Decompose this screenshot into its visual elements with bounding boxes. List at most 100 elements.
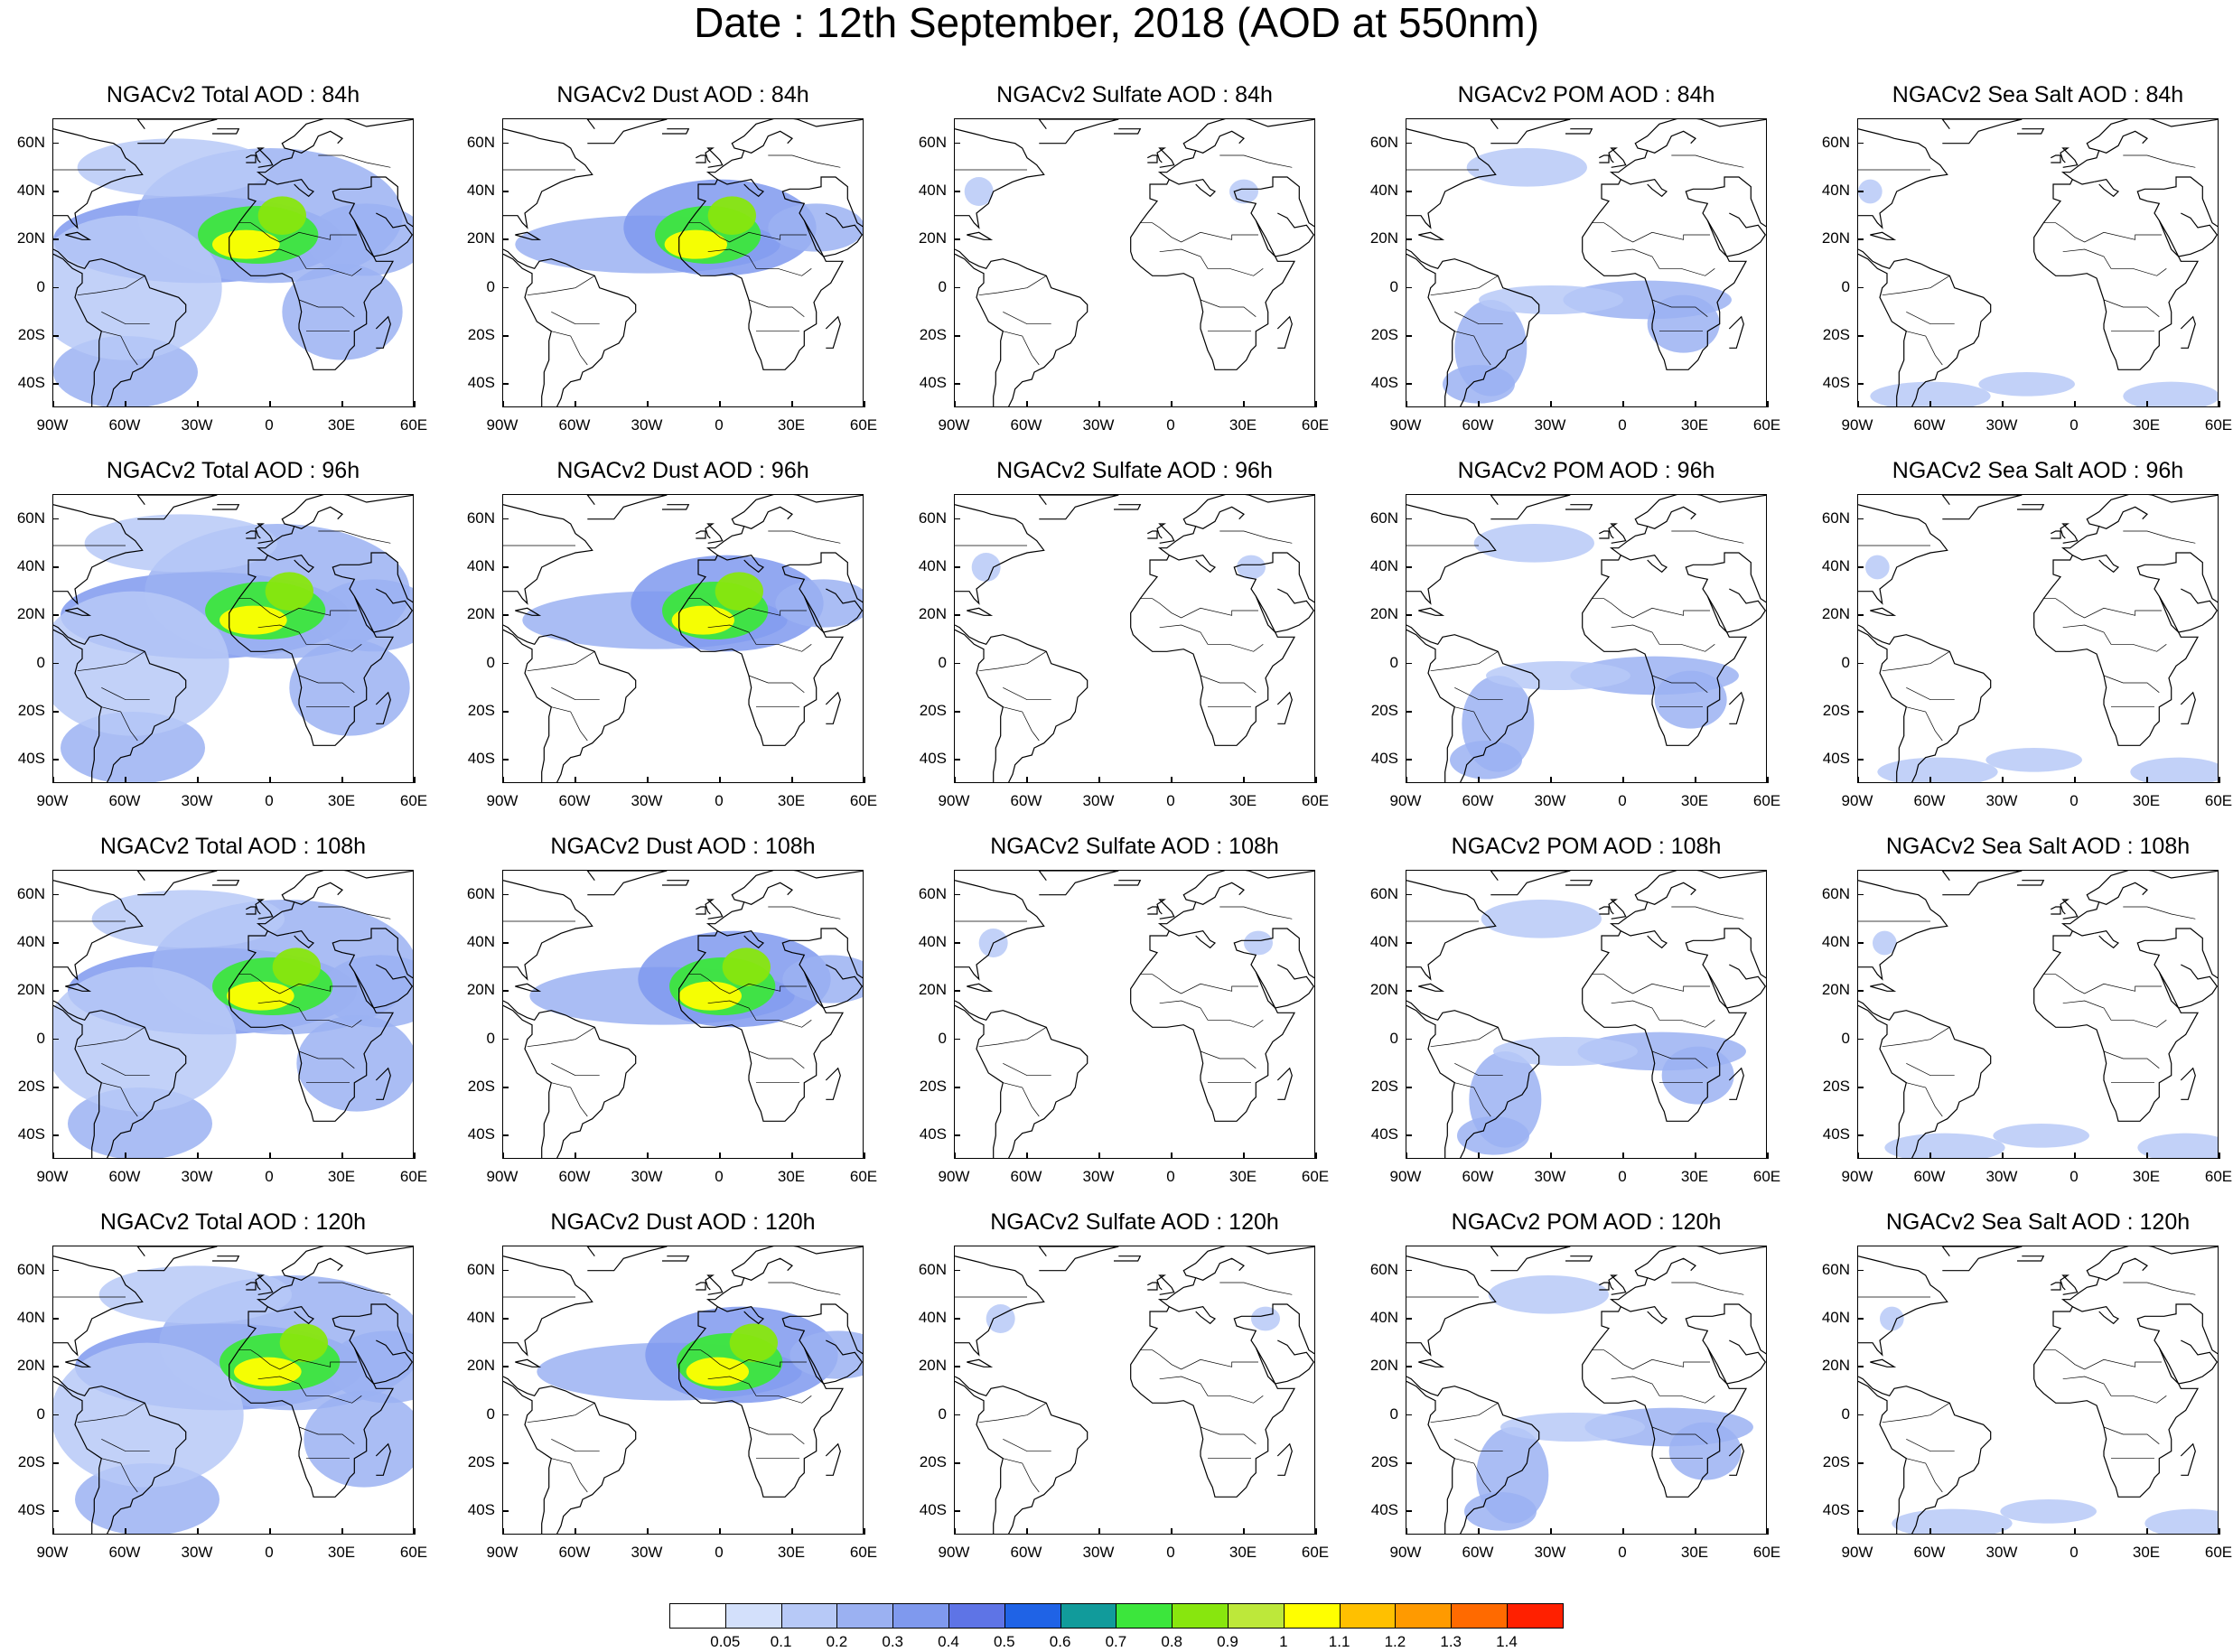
country-border xyxy=(1200,675,1257,693)
country-border xyxy=(527,275,595,296)
lon-tick xyxy=(1243,1528,1245,1535)
lat-tick xyxy=(1406,942,1412,944)
lon-tick xyxy=(791,401,793,407)
lon-tick xyxy=(125,1528,126,1535)
coastline xyxy=(1642,1306,1668,1325)
lat-tick-label: 40S xyxy=(467,374,495,392)
coastline xyxy=(294,506,343,529)
colorbar-swatch xyxy=(669,1603,726,1629)
lat-tick-label: 20N xyxy=(918,605,947,623)
lon-tick xyxy=(1026,401,1028,407)
lon-tick xyxy=(647,1153,649,1159)
lat-tick-label: 0 xyxy=(938,653,947,671)
lon-tick xyxy=(1929,777,1931,783)
lon-tick xyxy=(2074,777,2076,783)
colorbar-label: 0.3 xyxy=(882,1633,903,1650)
aod-field xyxy=(1877,757,1998,782)
lat-tick xyxy=(1406,566,1412,568)
coastline xyxy=(678,495,863,746)
lat-tick xyxy=(1857,566,1864,568)
coastline xyxy=(375,315,391,349)
lat-tick-label: 0 xyxy=(36,653,45,671)
coastline xyxy=(825,691,841,724)
coastline xyxy=(955,880,1045,981)
lat-tick-label: 40S xyxy=(919,1125,947,1143)
lat-tick xyxy=(1406,990,1412,992)
coastline xyxy=(2094,555,2120,574)
lat-tick xyxy=(502,238,509,240)
lon-tick-label: 30W xyxy=(631,416,663,434)
coastline xyxy=(53,504,144,605)
coastline xyxy=(1490,495,1571,520)
aod-field xyxy=(84,514,278,573)
lat-tick xyxy=(1857,662,1864,665)
aod-field xyxy=(707,196,756,235)
country-border xyxy=(551,1458,588,1493)
coastline xyxy=(1130,871,1314,1122)
coastline xyxy=(503,624,637,782)
panel-title: NGACv2 Sulfate AOD : 84h xyxy=(996,82,1273,107)
lon-tick-label: 60W xyxy=(1010,1168,1042,1185)
coastline xyxy=(955,1376,1088,1534)
lon-tick-label: 30E xyxy=(1229,792,1257,809)
lon-tick-label: 30E xyxy=(2132,416,2161,434)
lat-tick-label: 20N xyxy=(1821,229,1850,247)
lon-tick-label: 90W xyxy=(486,1544,519,1561)
lon-tick-label: 90W xyxy=(36,416,69,434)
coastline xyxy=(2158,964,2218,1009)
lat-tick-label: 20N xyxy=(16,981,45,999)
aod-map xyxy=(503,119,863,406)
lat-tick xyxy=(1857,711,1864,713)
lon-tick xyxy=(341,777,343,783)
coastline xyxy=(1195,1257,1245,1281)
aod-field xyxy=(279,1323,328,1362)
country-border xyxy=(2033,1349,2162,1370)
lon-tick-label: 60E xyxy=(399,792,428,809)
coastline xyxy=(515,231,542,240)
country-border xyxy=(1671,154,1744,168)
coastline xyxy=(1621,555,1643,561)
lat-tick xyxy=(1857,1038,1864,1041)
coastline xyxy=(2098,506,2148,529)
country-border xyxy=(1454,1062,1503,1077)
coastline xyxy=(1621,179,1643,185)
lat-tick xyxy=(52,383,59,385)
lon-tick xyxy=(1315,1153,1317,1159)
coastline xyxy=(65,1358,92,1367)
coastline xyxy=(1582,495,1766,746)
aod-field xyxy=(1892,1508,2013,1534)
coastline xyxy=(353,588,413,633)
lat-tick-label: 20N xyxy=(466,981,495,999)
colorbar-swatch xyxy=(1395,1603,1453,1629)
coastline xyxy=(1870,1358,1897,1367)
coastline xyxy=(1858,880,1948,981)
lon-tick xyxy=(1406,777,1407,783)
coastline xyxy=(136,871,218,896)
country-border xyxy=(77,1027,145,1048)
coastline xyxy=(1858,1376,1992,1534)
panel-title: NGACv2 Total AOD : 108h xyxy=(99,834,367,859)
aod-map xyxy=(1406,1246,1766,1534)
lon-tick-label: 0 xyxy=(1618,1544,1627,1561)
lon-tick-label: 60W xyxy=(108,1168,141,1185)
coastline xyxy=(1490,119,1571,145)
lat-tick xyxy=(1406,1366,1412,1367)
lon-tick xyxy=(864,777,865,783)
lon-tick-label: 30W xyxy=(1534,792,1566,809)
coastline xyxy=(1418,1358,1445,1367)
coastline xyxy=(2017,1255,2045,1262)
coastline xyxy=(1490,1246,1571,1272)
lon-tick-label: 60E xyxy=(399,1544,428,1561)
aod-field xyxy=(1880,1306,1904,1331)
country-border xyxy=(1219,906,1293,919)
country-border xyxy=(1651,675,1708,693)
lat-tick-label: 20S xyxy=(467,1453,495,1470)
coastline xyxy=(2180,1442,2196,1476)
country-border xyxy=(551,1082,588,1117)
lat-tick xyxy=(1406,142,1412,145)
lon-tick-label: 30W xyxy=(1534,1544,1566,1561)
lat-tick-label: 40N xyxy=(466,1309,495,1326)
lon-tick xyxy=(502,777,504,783)
lon-tick-label: 60W xyxy=(108,416,141,434)
coastline xyxy=(1706,1339,1766,1385)
